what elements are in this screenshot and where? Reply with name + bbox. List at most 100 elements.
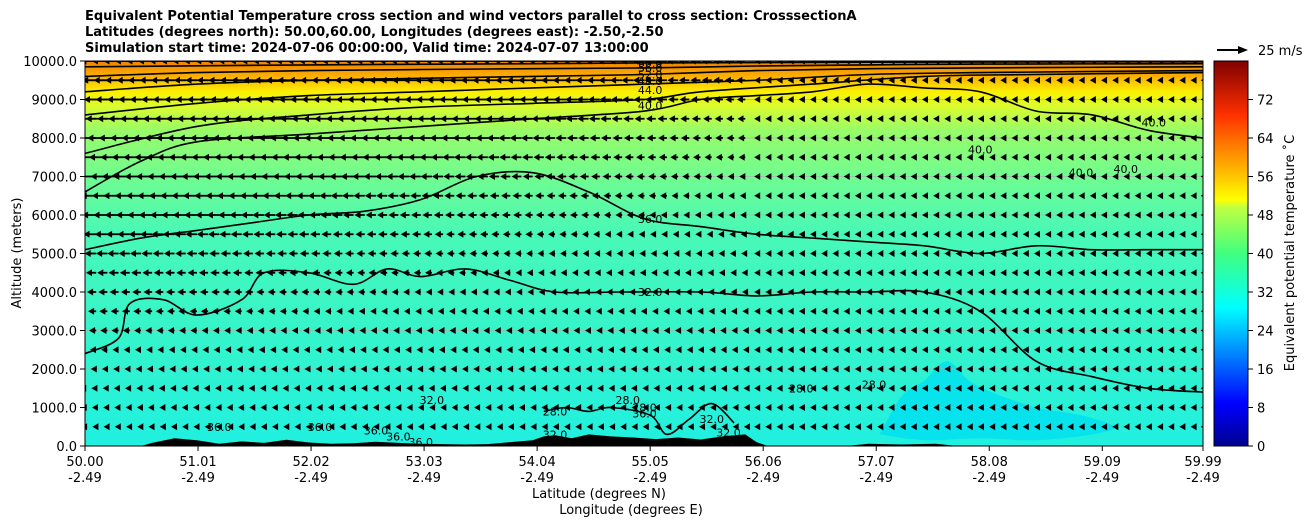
wind-vector-594 — [1078, 327, 1085, 334]
wind-head — [832, 250, 839, 257]
wind-head — [667, 76, 674, 84]
wind-vector-192 — [1101, 404, 1108, 411]
wind-head — [548, 250, 555, 257]
wind-head — [95, 96, 102, 103]
wind-head — [922, 211, 928, 219]
wind-vector-1342 — [397, 173, 410, 180]
wind-head — [966, 346, 973, 354]
wind-vector-414 — [191, 346, 198, 354]
wind-vector-17 — [272, 423, 279, 431]
wind-head — [702, 96, 709, 103]
wind-head — [303, 115, 309, 123]
wind-vector-799 — [1112, 288, 1119, 296]
wind-head — [1101, 307, 1108, 315]
wind-vector-494 — [1089, 346, 1096, 354]
wind-head — [480, 250, 487, 257]
wind-vector-894 — [1045, 269, 1052, 277]
wind-head — [526, 250, 533, 257]
wind-vector-336 — [450, 365, 457, 373]
wind-head — [1045, 346, 1052, 354]
wind-vector-1669 — [668, 115, 679, 123]
wind-vector-1897 — [966, 76, 973, 84]
wind-vector-853 — [583, 269, 590, 277]
wind-head — [134, 153, 141, 161]
wind-head — [710, 423, 717, 431]
wind-vector-1155 — [570, 211, 578, 219]
wind-vector-1693 — [944, 115, 951, 123]
wind-vector-848 — [526, 269, 533, 277]
wind-vector-1457 — [556, 153, 567, 161]
wind-vector-1905 — [1056, 76, 1063, 84]
wind-vector-1361 — [614, 173, 623, 180]
wind-head — [922, 134, 928, 142]
wind-vector-1450 — [476, 153, 488, 161]
wind-vector-1701 — [1034, 115, 1040, 123]
wind-head — [388, 211, 395, 219]
wind-head — [1000, 327, 1007, 334]
wind-vector-1925 — [126, 61, 153, 65]
wind-head — [229, 211, 236, 219]
wind-vector-1392 — [966, 173, 973, 180]
wind-head — [219, 230, 226, 238]
wind-vector-515 — [190, 327, 197, 334]
wind-head — [765, 423, 772, 431]
wind-head — [765, 346, 772, 354]
wind-vector-118 — [271, 404, 278, 411]
wind-head — [673, 250, 680, 257]
wind-vector-1473 — [738, 153, 746, 161]
wind-head — [1145, 134, 1152, 142]
wind-head — [1067, 307, 1074, 315]
wind-head — [446, 230, 453, 238]
wind-vector-1360 — [602, 173, 611, 180]
wind-vector-276 — [910, 384, 917, 392]
wind-vector-1946 — [367, 61, 388, 65]
wind-vector-693 — [1056, 307, 1063, 315]
wind-head — [397, 173, 404, 180]
wind-head — [989, 307, 996, 315]
wind-head — [137, 423, 144, 431]
wind-vector-1715 — [1190, 115, 1197, 123]
wind-head — [321, 61, 328, 65]
wind-vector-1607 — [1112, 134, 1119, 142]
wind-head — [585, 327, 591, 334]
wind-head — [59, 77, 65, 84]
wind-vector-810 — [97, 269, 108, 277]
wind-vector-1464 — [636, 153, 645, 161]
wind-head — [564, 76, 571, 84]
wind-vector-142 — [541, 404, 548, 411]
wind-vector-748 — [538, 288, 545, 296]
wind-vector-154 — [676, 404, 683, 411]
wind-head — [754, 230, 761, 238]
wind-vector-1394 — [989, 173, 996, 180]
wind-head — [539, 307, 546, 315]
wind-vector-187 — [1045, 404, 1052, 411]
wind-head — [636, 173, 643, 180]
wind-head — [586, 404, 593, 411]
wind-head — [439, 346, 445, 354]
wind-vector-1550 — [464, 134, 477, 142]
wind-head — [187, 96, 194, 103]
wind-vector-69 — [854, 423, 861, 431]
wind-head — [1145, 96, 1152, 103]
wind-head — [204, 404, 211, 411]
wind-vector-916 — [152, 250, 164, 257]
wind-vector-445 — [540, 346, 547, 354]
wind-vector-1230 — [273, 192, 287, 200]
wind-vector-1496 — [1000, 153, 1007, 161]
wind-head — [617, 269, 624, 277]
wind-head — [375, 173, 382, 180]
wind-head — [302, 307, 309, 315]
wind-vector-903 — [1145, 269, 1152, 277]
wind-vector-710 — [109, 288, 119, 296]
wind-vector-1805 — [1067, 96, 1074, 103]
wind-vector-341 — [507, 365, 514, 373]
wind-vector-859 — [651, 269, 658, 277]
wind-head — [843, 327, 850, 334]
wind-head — [821, 269, 828, 277]
wind-vector-979 — [866, 250, 873, 257]
wind-vector-1511 — [1168, 153, 1175, 161]
wind-vector-1507 — [1123, 153, 1130, 161]
wind-head — [866, 307, 873, 315]
wind-vector-697 — [1101, 307, 1108, 315]
wind-head — [92, 423, 99, 431]
